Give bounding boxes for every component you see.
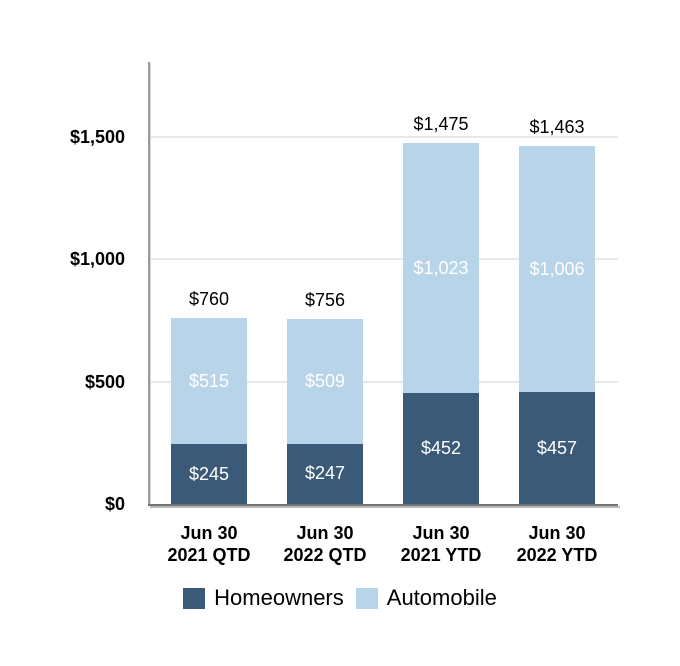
bar-segment-value-label: $247 (304, 463, 346, 484)
bar-segment-value-label: $1,023 (413, 257, 469, 278)
bar-segment-value-label: $457 (536, 437, 578, 458)
bar-segment-value-label: $452 (420, 438, 462, 459)
x-axis-tick-label: Jun 30 2022 QTD (267, 522, 383, 566)
x-axis-tick-label: Jun 30 2021 YTD (383, 522, 499, 566)
x-axis-line (148, 504, 618, 506)
bar-segment-value-label: $1,006 (529, 258, 585, 279)
legend-item-automobile: Automobile (355, 585, 497, 611)
x-tick-line1: Jun 30 (180, 523, 238, 543)
chart-legend: Homeowners Automobile (0, 585, 680, 611)
y-axis-line (148, 62, 150, 504)
bar-1-segment-homeowners: $245 (171, 444, 247, 504)
x-axis-tick-label: Jun 30 2021 QTD (151, 522, 267, 566)
automobile-swatch-icon (355, 587, 378, 609)
bar-1-segment-automobile: $515 (171, 318, 247, 445)
bar-segment-value-label: $515 (188, 370, 230, 391)
legend-label-homeowners: Homeowners (214, 585, 344, 610)
legend-item-homeowners: Homeowners (183, 585, 344, 611)
x-tick-line2: 2021 QTD (167, 545, 251, 565)
y-axis-tick-label: $500 (84, 371, 125, 392)
x-tick-line1: Jun 30 (528, 523, 586, 543)
bar-2-segment-homeowners: $247 (287, 443, 363, 504)
bar-total-label: $756 (304, 290, 346, 311)
gridline-1000 (148, 258, 618, 261)
gridline-1500 (148, 136, 618, 138)
bar-total-label: $760 (188, 289, 230, 310)
bar-total-label: $1,475 (413, 114, 469, 135)
y-axis-tick-label: $0 (104, 494, 125, 514)
x-tick-line2: 2021 YTD (400, 545, 482, 565)
legend-label-automobile: Automobile (386, 585, 497, 610)
x-tick-line2: 2022 YTD (516, 545, 598, 565)
x-axis-tick-label: Jun 30 2022 YTD (499, 522, 615, 566)
y-axis-tick-label: $1,000 (69, 249, 125, 270)
bar-4-segment-homeowners: $457 (519, 392, 595, 504)
bar-3-segment-homeowners: $452 (403, 393, 479, 504)
x-tick-line2: 2022 QTD (283, 545, 367, 565)
gridline-500 (148, 380, 618, 383)
bar-total-label: $1,463 (529, 117, 585, 138)
homeowners-swatch-icon (183, 587, 206, 609)
bar-4-segment-automobile: $1,006 (519, 146, 595, 393)
bar-segment-value-label: $245 (188, 463, 230, 484)
x-tick-line1: Jun 30 (296, 523, 354, 543)
bar-3-segment-automobile: $1,023 (403, 143, 479, 394)
bar-2-segment-automobile: $509 (287, 319, 363, 444)
y-axis-tick-label: $1,500 (69, 127, 125, 147)
x-tick-line1: Jun 30 (412, 523, 470, 543)
bar-segment-value-label: $509 (304, 370, 346, 391)
